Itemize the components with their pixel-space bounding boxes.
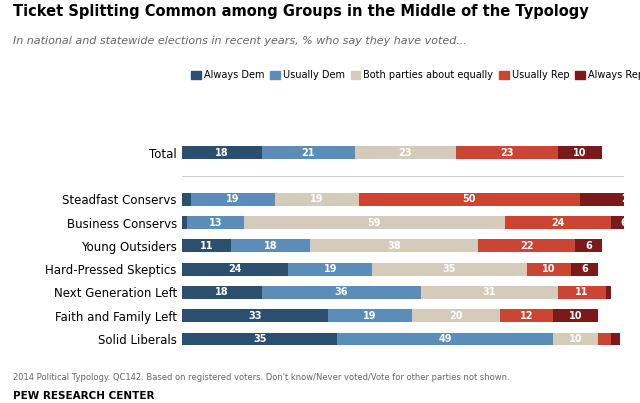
Bar bbox=[182, 146, 262, 159]
Text: 23: 23 bbox=[500, 147, 514, 158]
Text: In national and statewide elections in recent years, % who say they have voted..: In national and statewide elections in r… bbox=[13, 36, 467, 46]
Text: 10: 10 bbox=[573, 147, 587, 158]
Text: 38: 38 bbox=[388, 241, 401, 251]
Bar bbox=[328, 309, 412, 322]
Bar bbox=[262, 146, 355, 159]
Bar bbox=[289, 263, 372, 276]
Text: 24: 24 bbox=[551, 218, 564, 228]
Bar bbox=[359, 193, 580, 206]
Text: 35: 35 bbox=[253, 334, 266, 344]
Bar bbox=[182, 286, 262, 299]
Bar bbox=[478, 239, 575, 252]
Bar bbox=[231, 239, 310, 252]
Text: 21: 21 bbox=[301, 147, 315, 158]
Bar bbox=[372, 263, 527, 276]
Text: Ticket Splitting Common among Groups in the Middle of the Typology: Ticket Splitting Common among Groups in … bbox=[13, 4, 589, 19]
Text: 18: 18 bbox=[215, 147, 229, 158]
Text: 20: 20 bbox=[449, 311, 463, 321]
Text: 11: 11 bbox=[200, 241, 213, 251]
Bar bbox=[554, 309, 598, 322]
Text: 49: 49 bbox=[438, 334, 452, 344]
Text: 24: 24 bbox=[228, 264, 242, 274]
Text: 22: 22 bbox=[520, 241, 534, 251]
Bar bbox=[554, 332, 598, 345]
Bar bbox=[182, 263, 289, 276]
Bar bbox=[310, 239, 478, 252]
Legend: Always Dem, Usually Dem, Both parties about equally, Usually Rep, Always Rep: Always Dem, Usually Dem, Both parties ab… bbox=[188, 66, 640, 84]
Bar bbox=[187, 216, 244, 229]
Bar bbox=[355, 146, 456, 159]
Bar bbox=[575, 239, 602, 252]
Text: 6: 6 bbox=[621, 218, 627, 228]
Bar bbox=[606, 286, 611, 299]
Text: 36: 36 bbox=[335, 287, 348, 297]
Text: 18: 18 bbox=[264, 241, 278, 251]
Bar bbox=[244, 216, 505, 229]
Text: 23: 23 bbox=[399, 147, 412, 158]
Bar bbox=[182, 332, 337, 345]
Bar bbox=[500, 309, 554, 322]
Text: PEW RESEARCH CENTER: PEW RESEARCH CENTER bbox=[13, 391, 154, 401]
Text: 10: 10 bbox=[569, 311, 582, 321]
Bar bbox=[580, 193, 640, 206]
Bar bbox=[182, 239, 231, 252]
Text: 6: 6 bbox=[581, 264, 588, 274]
Bar bbox=[182, 309, 328, 322]
Text: 35: 35 bbox=[443, 264, 456, 274]
Bar bbox=[527, 263, 571, 276]
Text: 2014 Political Typology. QC142. Based on registered voters. Don't know/Never vot: 2014 Political Typology. QC142. Based on… bbox=[13, 373, 509, 382]
Bar bbox=[558, 146, 602, 159]
Bar bbox=[337, 332, 554, 345]
Bar bbox=[191, 193, 275, 206]
Text: 50: 50 bbox=[463, 194, 476, 204]
Text: 6: 6 bbox=[586, 241, 592, 251]
Bar bbox=[182, 216, 187, 229]
Text: 59: 59 bbox=[368, 218, 381, 228]
Bar bbox=[412, 309, 500, 322]
Text: 10: 10 bbox=[542, 264, 556, 274]
Text: 22: 22 bbox=[621, 194, 635, 204]
Text: 11: 11 bbox=[575, 287, 589, 297]
Bar bbox=[262, 286, 421, 299]
Bar bbox=[275, 193, 359, 206]
Bar bbox=[421, 286, 557, 299]
Text: 19: 19 bbox=[324, 264, 337, 274]
Bar bbox=[505, 216, 611, 229]
Bar bbox=[558, 286, 606, 299]
Text: 10: 10 bbox=[569, 334, 582, 344]
Text: 33: 33 bbox=[248, 311, 262, 321]
Bar bbox=[456, 146, 558, 159]
Text: 19: 19 bbox=[310, 194, 324, 204]
Bar bbox=[611, 216, 637, 229]
Text: 19: 19 bbox=[227, 194, 240, 204]
Bar bbox=[571, 263, 598, 276]
Text: 19: 19 bbox=[364, 311, 377, 321]
Bar bbox=[182, 193, 191, 206]
Bar bbox=[598, 332, 611, 345]
Bar bbox=[611, 332, 620, 345]
Text: 31: 31 bbox=[483, 287, 496, 297]
Text: 12: 12 bbox=[520, 311, 534, 321]
Text: 13: 13 bbox=[209, 218, 222, 228]
Text: 18: 18 bbox=[215, 287, 229, 297]
